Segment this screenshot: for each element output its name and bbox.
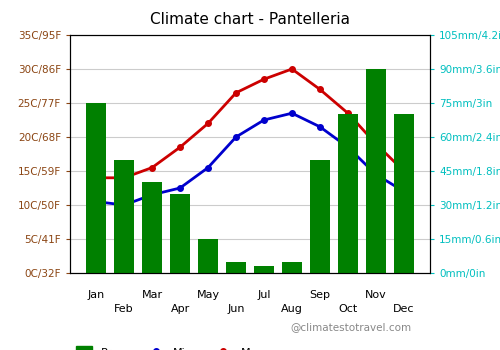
- Text: Aug: Aug: [281, 303, 303, 314]
- Title: Climate chart - Pantelleria: Climate chart - Pantelleria: [150, 12, 350, 27]
- Text: Feb: Feb: [114, 303, 134, 314]
- Text: Nov: Nov: [365, 290, 386, 300]
- Bar: [394, 114, 413, 273]
- Bar: [142, 182, 162, 273]
- Bar: [366, 69, 386, 273]
- Text: Sep: Sep: [310, 290, 330, 300]
- Text: Apr: Apr: [170, 303, 190, 314]
- Bar: [86, 103, 106, 273]
- Bar: [170, 194, 190, 273]
- Bar: [282, 262, 302, 273]
- Text: May: May: [196, 290, 220, 300]
- Text: Jan: Jan: [88, 290, 105, 300]
- Bar: [310, 160, 330, 273]
- Text: Oct: Oct: [338, 303, 357, 314]
- Bar: [198, 239, 218, 273]
- Text: Dec: Dec: [393, 303, 414, 314]
- Legend: Prec, Min, Max: Prec, Min, Max: [76, 346, 264, 350]
- Bar: [338, 114, 357, 273]
- Text: Jun: Jun: [228, 303, 245, 314]
- Text: @climatestotravel.com: @climatestotravel.com: [290, 322, 411, 332]
- Bar: [114, 160, 134, 273]
- Bar: [254, 266, 274, 273]
- Bar: [226, 262, 246, 273]
- Text: Jul: Jul: [257, 290, 270, 300]
- Text: Mar: Mar: [142, 290, 163, 300]
